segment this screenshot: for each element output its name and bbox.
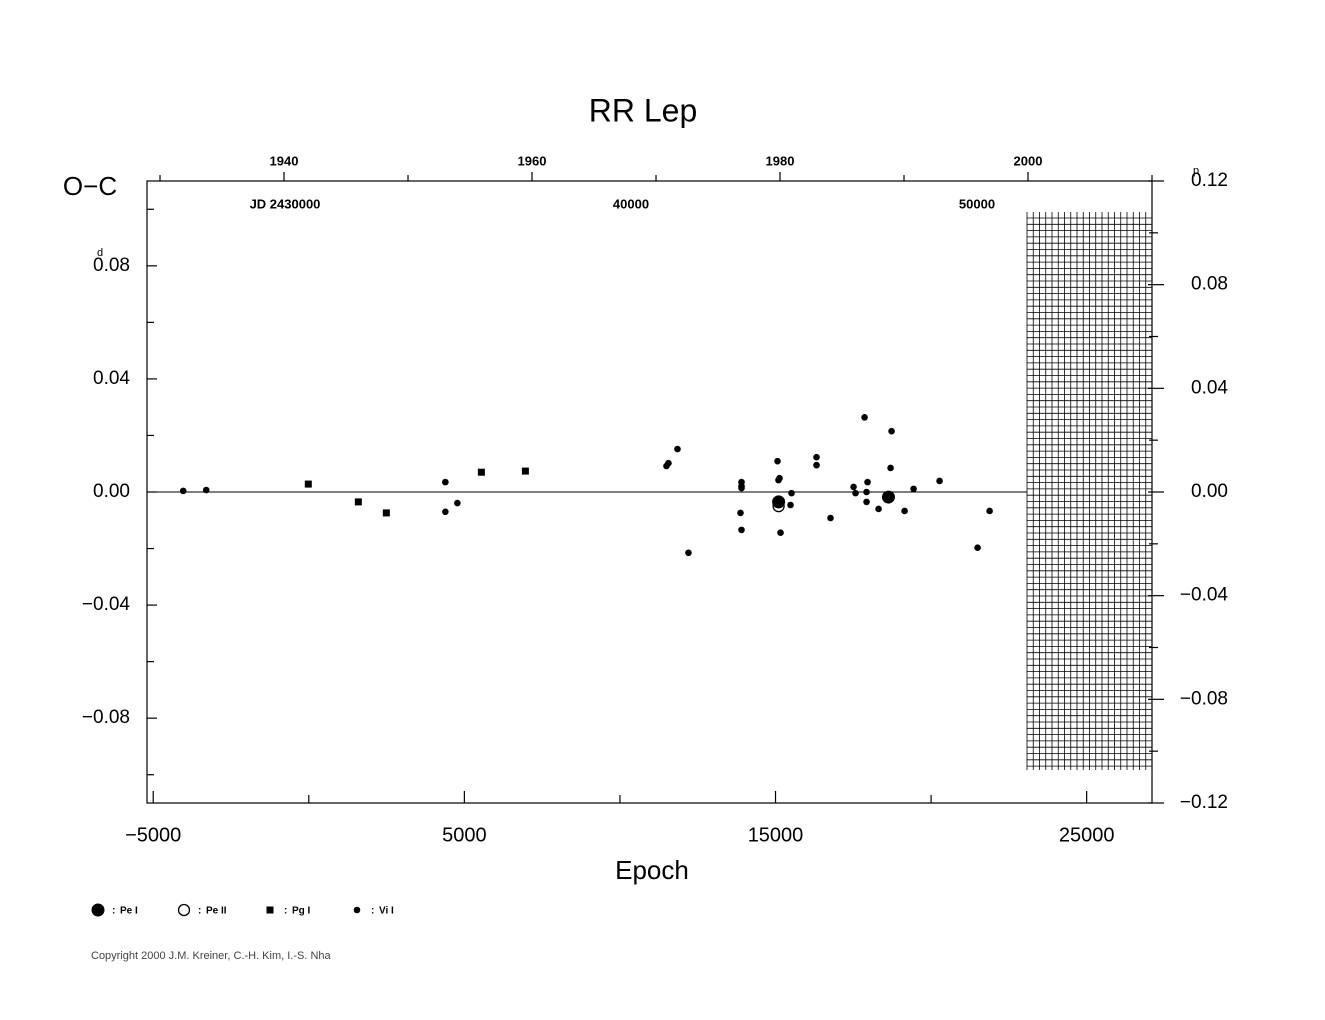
point	[737, 509, 744, 517]
point	[442, 478, 449, 486]
point	[442, 508, 449, 516]
y2-tick-label: 0.00	[1191, 481, 1228, 502]
point	[974, 544, 981, 551]
legend-marker	[91, 903, 105, 917]
x-tick-label: 5000	[442, 824, 487, 846]
point	[674, 445, 681, 453]
point	[863, 498, 870, 506]
x2-tick-label: 1940	[270, 153, 299, 168]
point	[477, 468, 485, 476]
y-tick-label: −0.04	[82, 594, 131, 615]
y-axis-label: O−C	[63, 171, 117, 201]
point	[777, 529, 784, 537]
chart-title: RR Lep	[589, 92, 698, 128]
point	[179, 487, 187, 495]
y2-tick-label: 0.08	[1191, 274, 1228, 295]
point	[910, 485, 917, 493]
point	[827, 514, 834, 522]
y-unit: d	[97, 247, 103, 259]
legend-separator: :	[112, 906, 115, 917]
point	[875, 505, 882, 513]
point	[382, 509, 390, 517]
point	[772, 495, 786, 509]
point	[864, 478, 871, 486]
point	[788, 489, 795, 497]
point	[936, 477, 943, 485]
x-axis-label: Epoch	[615, 855, 689, 885]
point	[901, 507, 908, 515]
point	[813, 461, 820, 469]
legend-separator: :	[371, 906, 374, 917]
y2-tick-label: −0.04	[1180, 585, 1229, 606]
point	[881, 490, 895, 504]
y-tick-label: 0.04	[93, 368, 130, 389]
legend-label: Vi I	[379, 906, 394, 917]
point	[776, 474, 783, 482]
y2-tick-label: 0.04	[1191, 377, 1228, 398]
point	[521, 467, 529, 475]
x2-tick-label: 1960	[518, 153, 547, 168]
point	[888, 427, 895, 435]
x-tick-label: 15000	[748, 824, 804, 846]
y-tick-label: 0.08	[93, 255, 130, 276]
y2-tick-label: −0.08	[1180, 688, 1228, 709]
y-tick-label: 0.00	[93, 481, 130, 502]
jd-label: 50000	[959, 196, 995, 211]
legend-separator: :	[198, 906, 201, 917]
y2-tick-label: −0.12	[1180, 792, 1228, 813]
point	[863, 488, 870, 496]
point	[787, 501, 794, 509]
point	[852, 489, 859, 497]
point	[738, 526, 745, 534]
x-tick-label: −5000	[125, 824, 181, 846]
point	[774, 457, 781, 465]
point	[304, 480, 312, 488]
point	[738, 484, 745, 492]
legend-label: Pg I	[292, 906, 311, 917]
x-tick-label: 25000	[1059, 824, 1115, 846]
legend-marker	[266, 906, 274, 914]
y-tick-label: −0.08	[82, 707, 130, 728]
jd-label: 40000	[613, 196, 649, 211]
x2-tick-label: 1980	[766, 153, 795, 168]
y2-unit: p	[1193, 165, 1199, 177]
x2-tick-label: 2000	[1014, 153, 1043, 168]
point	[772, 499, 785, 513]
point	[887, 464, 894, 472]
legend-label: Pe I	[120, 906, 138, 917]
legend-label: Pe II	[206, 906, 227, 917]
copyright: Copyright 2000 J.M. Kreiner, C.-H. Kim, …	[91, 950, 332, 962]
jd-label: JD 2430000	[250, 196, 321, 211]
legend-separator: :	[284, 906, 287, 917]
point	[665, 459, 672, 467]
point	[354, 498, 362, 506]
point	[685, 549, 692, 557]
point	[850, 483, 857, 491]
legend-marker	[177, 903, 191, 917]
point	[813, 453, 820, 461]
point	[202, 486, 210, 494]
point	[454, 499, 461, 507]
point	[861, 414, 868, 421]
point	[986, 507, 993, 515]
legend-marker	[353, 906, 361, 914]
y2-tick-label: 0.12	[1191, 170, 1228, 191]
